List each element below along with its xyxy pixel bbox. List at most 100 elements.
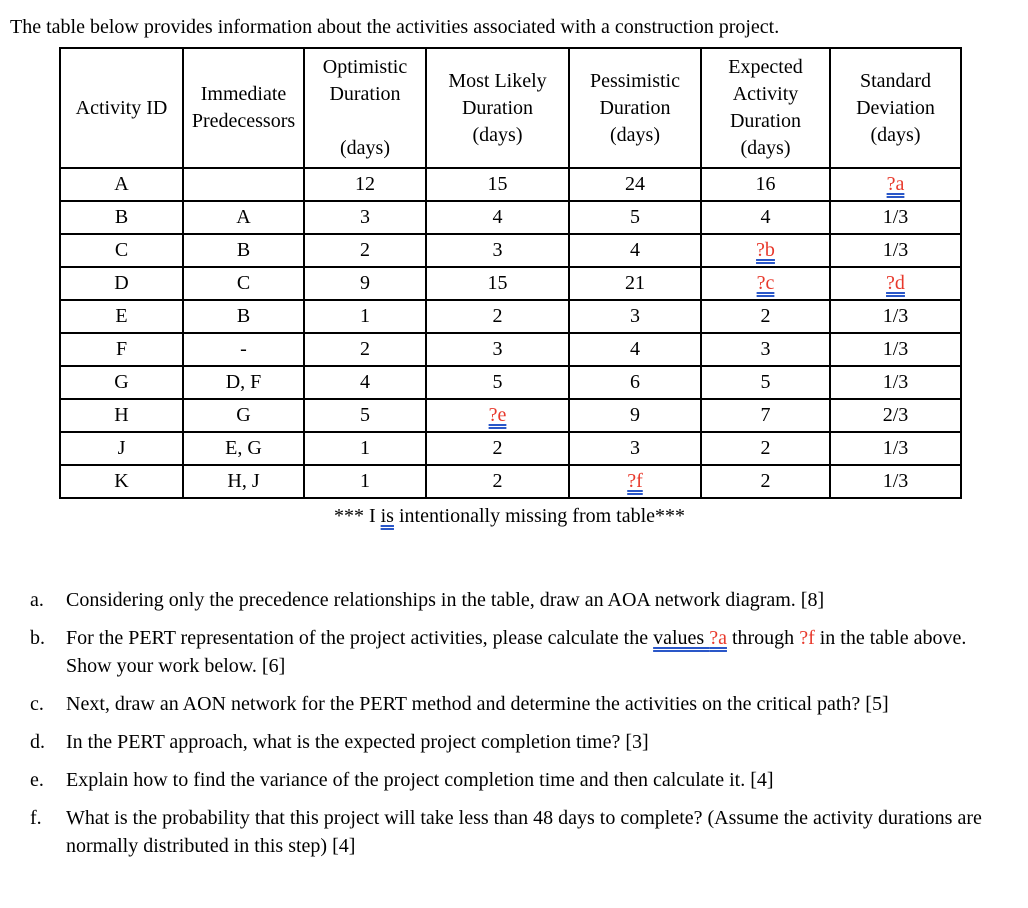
table-cell: 4 [303, 365, 427, 400]
table-cell: 5 [568, 200, 702, 235]
table-cell: 3 [425, 233, 570, 268]
table-cell: 1/3 [829, 233, 962, 268]
question-letter: e. [30, 769, 44, 791]
question-letter: a. [30, 589, 44, 611]
question-item: a. Considering only the precedence relati… [30, 586, 994, 614]
table-row: B A 3 4 5 4 1/3 [59, 200, 962, 235]
table-cell: 1 [303, 464, 427, 499]
table-cell: A [182, 200, 305, 235]
table-cell: G [182, 398, 305, 433]
table-cell: 4 [568, 233, 702, 268]
table-cell: 2 [700, 299, 831, 334]
table-cell: A [59, 167, 184, 202]
footnote: *** I is intentionally missing from tabl… [59, 502, 960, 530]
table-cell: 1/3 [829, 431, 962, 466]
footnote-suffix: intentionally missing from table*** [393, 505, 686, 527]
table-cell: 3 [700, 332, 831, 367]
question-text: In the PERT approach, what is the expect… [66, 728, 994, 756]
table-cell: 2 [425, 464, 570, 499]
table-row: A 12 15 24 16 ?a [59, 167, 962, 202]
table-row: F -2 3 4 3 1/3 [59, 332, 962, 367]
table-cell: 9 [568, 398, 702, 433]
table-cell: ?b [700, 233, 831, 268]
text-segment: In the PERT approach, what is the expect… [66, 731, 649, 753]
question-letter: b. [30, 627, 45, 649]
question-text: Next, draw an AON network for the PERT m… [66, 690, 994, 718]
text-segment: ?f [799, 627, 815, 649]
table-cell: H [59, 398, 184, 433]
question-item: c. Next, draw an AON network for the PERT… [30, 690, 994, 718]
table-cell: 1/3 [829, 200, 962, 235]
table-cell: 2 [303, 233, 427, 268]
table-cell: 5 [303, 398, 427, 433]
table-cell: C [182, 266, 305, 301]
missing-value: ?d [886, 272, 905, 294]
text-segment: values [653, 627, 710, 649]
table-cell: B [182, 299, 305, 334]
table-cell: D [59, 266, 184, 301]
question-item: f. What is the probability that this proj… [30, 804, 994, 860]
table-cell: 3 [568, 431, 702, 466]
table-cell: 15 [425, 266, 570, 301]
text-segment: in the table above. Show your work below… [66, 627, 967, 677]
table-cell: ?a [829, 167, 962, 202]
table-row: K H, J 1 2 ?f 2 1/3 [59, 464, 962, 499]
table-header-row: Activity ID Immediate Predecessors Optimis… [59, 47, 962, 169]
table-cell: 24 [568, 167, 702, 202]
table-cell: 3 [568, 299, 702, 334]
table-cell: B [182, 233, 305, 268]
table-cell: 1/3 [829, 332, 962, 367]
table-cell: E, G [182, 431, 305, 466]
table-cell: B [59, 200, 184, 235]
question-item: e. Explain how to find the variance of th… [30, 766, 994, 794]
table-cell: 5 [425, 365, 570, 400]
table-cell: 5 [700, 365, 831, 400]
table-cell: H, J [182, 464, 305, 499]
missing-value: ?e [488, 404, 507, 426]
text-segment: through [726, 627, 800, 649]
table-cell: 4 [425, 200, 570, 235]
table-cell: 1 [303, 431, 427, 466]
table-cell: E [59, 299, 184, 334]
missing-value: ?f [627, 470, 643, 492]
table-cell: 4 [568, 332, 702, 367]
question-letter: f. [30, 807, 42, 829]
table-cell: K [59, 464, 184, 499]
table-cell: 1 [303, 299, 427, 334]
missing-value: ?b [756, 239, 775, 261]
table-cell: D, F [182, 365, 305, 400]
question-item: d. In the PERT approach, what is the expe… [30, 728, 994, 756]
table-row: G D, F 4 5 6 5 1/3 [59, 365, 962, 400]
question-letter: c. [30, 693, 44, 715]
table-cell: 2 [303, 332, 427, 367]
table-cell: 3 [303, 200, 427, 235]
footnote-underlined-word: is [380, 505, 394, 527]
header-cell: Pessimistic Duration (days) [568, 47, 702, 169]
missing-value: ?c [756, 272, 775, 294]
table-row: C B 2 3 4 ?b 1/3 [59, 233, 962, 268]
text-segment: What is the probability that this projec… [66, 807, 982, 857]
table-cell: 21 [568, 266, 702, 301]
table-cell: ?e [425, 398, 570, 433]
table-cell: 1/3 [829, 299, 962, 334]
activities-table: Activity ID Immediate Predecessors Optimis… [59, 47, 962, 499]
missing-value: ?a [886, 173, 905, 195]
table-cell [182, 167, 305, 202]
table-cell: 3 [425, 332, 570, 367]
question-text: Considering only the precedence relation… [66, 586, 994, 614]
table-cell: 9 [303, 266, 427, 301]
table-cell: 1/3 [829, 365, 962, 400]
text-segment: ?a [709, 627, 727, 649]
table-cell: ?c [700, 266, 831, 301]
question-text: For the PERT representation of the proje… [66, 624, 994, 680]
table-cell: C [59, 233, 184, 268]
table-cell: 2 [425, 299, 570, 334]
header-cell: Optimistic Duration (days) [303, 47, 427, 169]
table-cell: 12 [303, 167, 427, 202]
table-cell: 1/3 [829, 464, 962, 499]
table-cell: 7 [700, 398, 831, 433]
header-cell: Most Likely Duration (days) [425, 47, 570, 169]
question-letter: d. [30, 731, 45, 753]
table-cell: 2 [700, 464, 831, 499]
table-row: D C 9 15 21 ?c ?d [59, 266, 962, 301]
